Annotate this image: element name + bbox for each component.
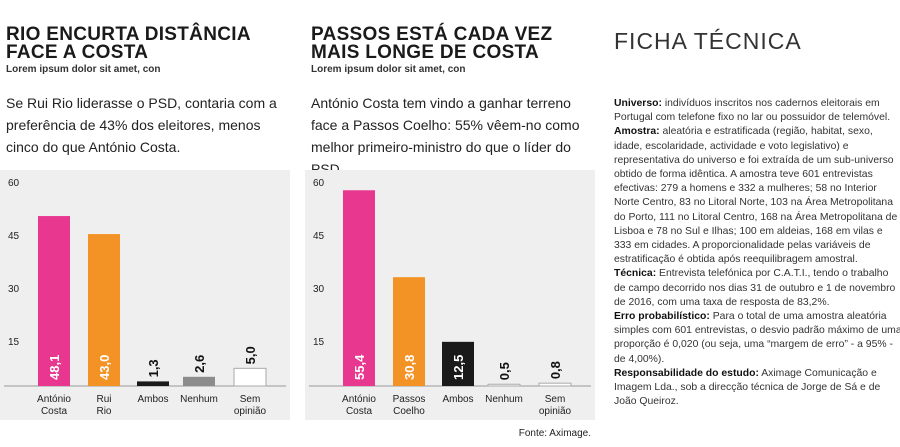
ficha-text: aleatória e estratificada (região, habit… [614, 126, 898, 266]
value-label: 55,4 [352, 354, 367, 380]
ficha-item: Universo: indivíduos inscritos nos cader… [614, 97, 900, 125]
y-tick-label: 15 [313, 337, 325, 348]
bar [393, 277, 425, 386]
ficha-item: Amostra: aleatória e estratificada (regi… [614, 125, 900, 267]
lead-text: Se Rui Rio liderasse o PSD, contaria com… [6, 95, 277, 155]
ficha-tecnica: FICHA TÉCNICA Universo: indivíduos inscr… [610, 0, 900, 447]
bar [88, 234, 120, 386]
ficha-item: Erro probabilístico: Para o total de uma… [614, 310, 900, 367]
bar [538, 382, 572, 387]
chart: 15 30 45 60 António Costa 55,4 Passos Coelho 30,8… [305, 170, 595, 420]
chart-title: RIO ENCURTA DISTÂNCIA FACE A COSTA [6, 24, 251, 63]
chart: 15 30 45 60 António Costa 48,1 Rui Rio 43,0 Ambos 1… [0, 170, 290, 420]
ficha-item: Responsabilidade do estudo: Aximage Comu… [614, 367, 900, 410]
chart-subtitle: Lorem ipsum dolor sit amet, con [311, 64, 466, 75]
x-tick-label: Nenhum [180, 394, 218, 405]
x-tick-label: Passos Coelho [393, 394, 426, 417]
bar [38, 216, 70, 386]
value-label: 48,1 [47, 355, 62, 380]
value-label: 5,0 [243, 346, 258, 364]
chart-panel: RIO ENCURTA DISTÂNCIA FACE A COSTA Lorem… [0, 0, 290, 447]
ficha-body: Universo: indivíduos inscritos nos cader… [614, 97, 900, 409]
bar [343, 190, 375, 386]
y-tick-label: 45 [8, 231, 20, 242]
x-tick-label: Sem opinião [539, 394, 572, 417]
value-label: 43,0 [97, 355, 112, 380]
y-tick-label: 60 [8, 178, 20, 189]
ficha-text: Aximage Comunicação e Imagem Lda., sob a… [614, 367, 881, 408]
ficha-term: Técnica: [614, 268, 657, 280]
ficha-term: Responsabilidade do estudo: [614, 367, 759, 379]
x-tick-label: Nenhum [485, 394, 523, 405]
bar [233, 367, 267, 387]
bar [442, 341, 474, 386]
y-tick-label: 60 [313, 178, 325, 189]
chart-title: PASSOS ESTÁ CADA VEZ MAIS LONGE DE COSTA [311, 24, 553, 63]
ficha-item: Técnica: Entrevista telefónica por C.A.T… [614, 267, 900, 310]
y-tick-label: 30 [8, 284, 20, 295]
y-tick-label: 45 [313, 231, 325, 242]
ficha-text: indivíduos inscritos nos cadernos eleito… [614, 98, 891, 124]
value-label: 12,5 [451, 355, 466, 380]
ficha-term: Erro probabilístico: [614, 311, 710, 323]
x-tick-label: Ambos [442, 394, 473, 405]
bar [137, 381, 169, 386]
source: Fonte: Aximage. [518, 428, 591, 439]
ficha-text: Para o total de uma amostra aleatória si… [614, 311, 900, 365]
bar [183, 376, 215, 386]
ficha-text: Entrevista telefónica por C.A.T.I., tend… [614, 268, 896, 308]
x-tick-label: Ambos [137, 394, 168, 405]
x-tick-label: António Costa [342, 394, 376, 417]
value-label: 0,5 [497, 362, 512, 380]
x-tick-label: Sem opinião [234, 394, 267, 417]
value-label: 2,6 [192, 355, 207, 373]
x-tick-label: Rui Rio [96, 394, 111, 417]
y-tick-label: 15 [8, 337, 20, 348]
chart-subtitle: Lorem ipsum dolor sit amet, con [6, 64, 161, 75]
value-label: 0,8 [548, 361, 563, 379]
value-label: 1,3 [146, 359, 161, 377]
bar [487, 383, 521, 387]
chart-panel: PASSOS ESTÁ CADA VEZ MAIS LONGE DE COSTA… [305, 0, 595, 447]
lead-text: António Costa tem vindo a ganhar terreno… [311, 95, 580, 177]
ficha-term: Amostra: [614, 126, 660, 138]
x-tick-label: António Costa [37, 394, 71, 417]
ficha-term: Universo: [614, 98, 662, 109]
ficha-title: FICHA TÉCNICA [614, 28, 802, 54]
y-tick-label: 30 [313, 284, 325, 295]
value-label: 30,8 [402, 355, 417, 380]
